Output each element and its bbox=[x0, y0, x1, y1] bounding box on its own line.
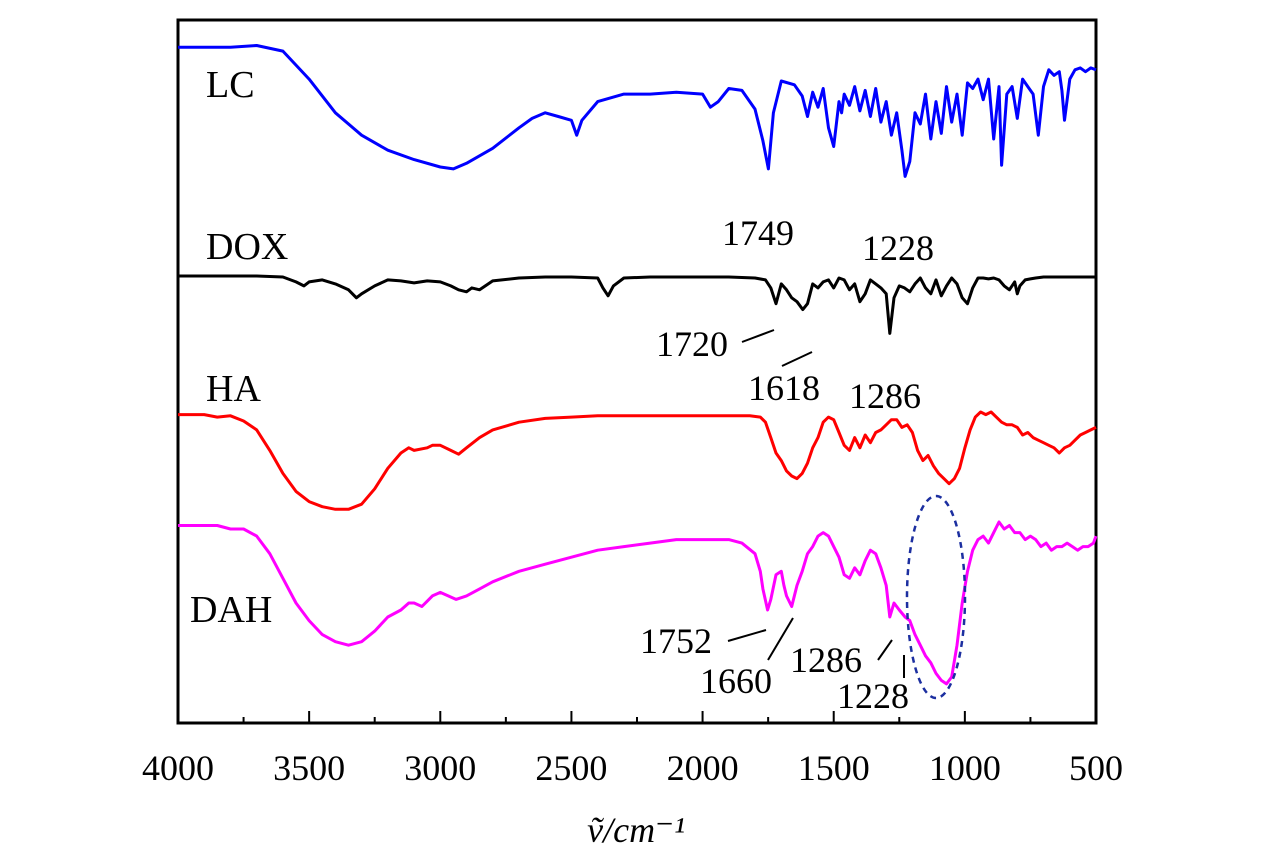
peak-leader bbox=[781, 351, 813, 367]
ticks-layer: 4000 3500 3000 2500 2000 1500 1000 500 bbox=[142, 711, 1123, 788]
series-line-lc bbox=[178, 44, 1097, 178]
plot-frame bbox=[176, 18, 1098, 725]
peak-leader bbox=[741, 329, 775, 343]
peak-label: 1286 bbox=[849, 376, 921, 416]
x-tick-label: 4000 bbox=[142, 748, 214, 788]
x-axis-label: ṽ/cm⁻¹ bbox=[587, 810, 685, 850]
peak-leader bbox=[877, 639, 893, 661]
series-layer bbox=[178, 44, 1098, 686]
x-tick-label: 3000 bbox=[404, 748, 476, 788]
peak-label: 1660 bbox=[700, 661, 772, 701]
x-tick-label: 1500 bbox=[798, 748, 870, 788]
series-line-dox bbox=[178, 274, 1096, 335]
series-label-ha: HA bbox=[206, 368, 261, 410]
peak-label: 1720 bbox=[656, 324, 728, 364]
peak-label: 1618 bbox=[748, 368, 820, 408]
peak-leader bbox=[727, 629, 767, 642]
x-tick-label: 1000 bbox=[929, 748, 1001, 788]
peak-leader bbox=[767, 617, 794, 661]
peak-label: 1749 bbox=[722, 213, 794, 253]
series-label-dah: DAH bbox=[190, 589, 272, 631]
series-line-ha bbox=[178, 410, 1097, 511]
highlight-ellipse bbox=[905, 494, 967, 700]
peak-label: 1752 bbox=[640, 621, 712, 661]
x-tick-label: 3500 bbox=[273, 748, 345, 788]
x-tick-label: 500 bbox=[1069, 748, 1123, 788]
peak-label: 1228 bbox=[862, 228, 934, 268]
series-label-dox: DOX bbox=[206, 226, 288, 268]
peak-label: 1228 bbox=[837, 676, 909, 716]
series-label-lc: LC bbox=[206, 64, 255, 106]
x-tick-label: 2500 bbox=[535, 748, 607, 788]
peak-label: 1286 bbox=[790, 640, 862, 680]
series-line-dah bbox=[178, 520, 1098, 686]
x-tick-label: 2000 bbox=[667, 748, 739, 788]
